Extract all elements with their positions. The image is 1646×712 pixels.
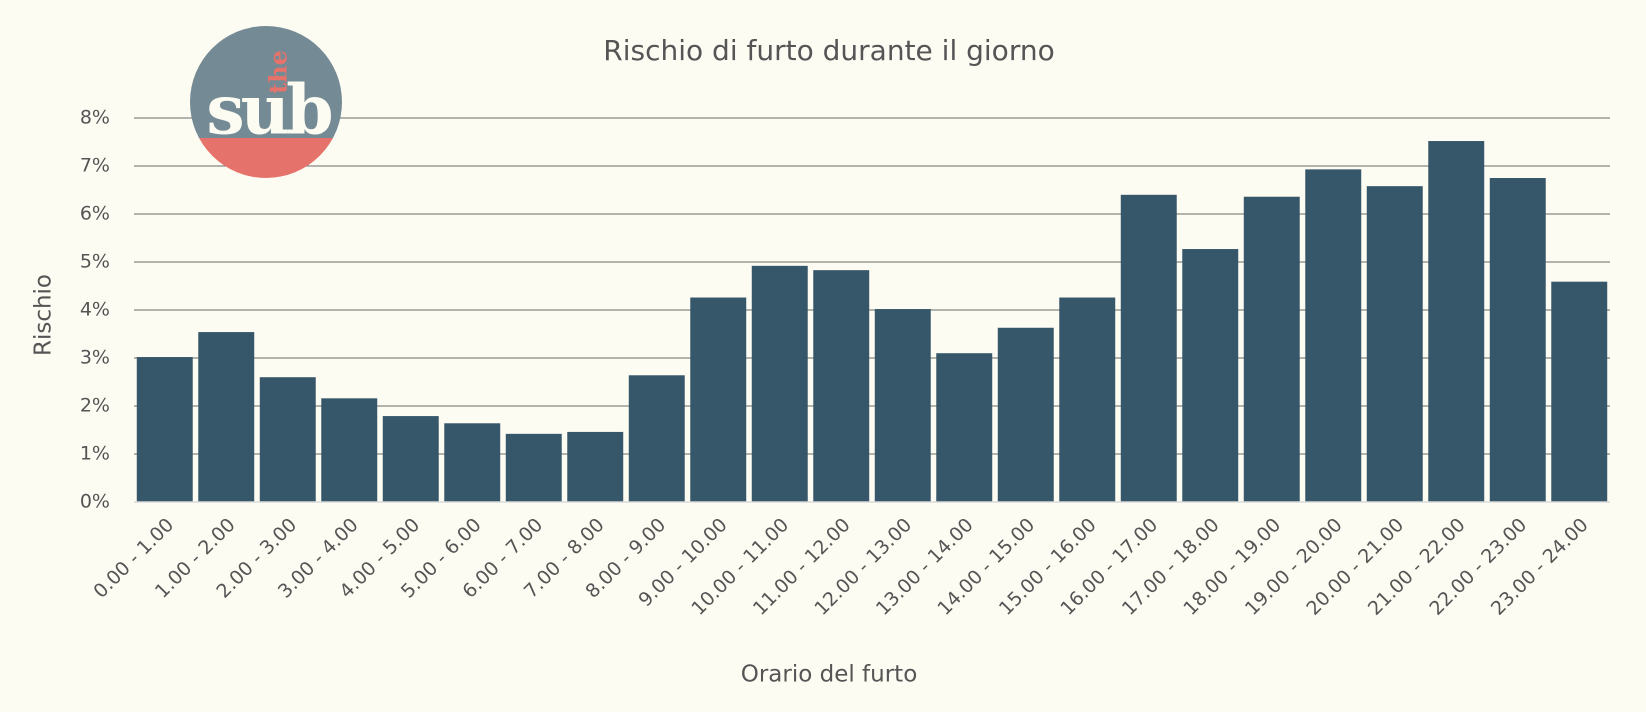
chart-title: Rischio di furto durante il giorno xyxy=(603,34,1054,67)
bar xyxy=(259,377,316,502)
bar xyxy=(628,375,685,502)
y-tick-label: 2% xyxy=(80,395,110,417)
y-tick-label: 0% xyxy=(80,491,110,513)
y-tick-label: 7% xyxy=(80,155,110,177)
x-axis-label: Orario del furto xyxy=(741,662,918,688)
bar xyxy=(1366,186,1423,502)
bar xyxy=(997,327,1054,502)
y-tick-label: 8% xyxy=(80,107,110,129)
bar xyxy=(874,309,931,502)
bar xyxy=(1489,178,1546,502)
bar xyxy=(751,265,808,502)
bar xyxy=(1059,297,1116,502)
bar xyxy=(136,357,193,502)
bar xyxy=(813,270,870,502)
bar xyxy=(1182,249,1239,502)
logo-text-top: the xyxy=(264,50,293,94)
bar xyxy=(1305,169,1362,503)
bar xyxy=(198,332,255,502)
y-axis-label: Rischio xyxy=(31,274,57,356)
bar xyxy=(321,398,378,502)
y-tick-label: 5% xyxy=(80,251,110,273)
y-tick-label: 3% xyxy=(80,347,110,369)
bar xyxy=(1551,281,1608,502)
bar xyxy=(1428,141,1485,503)
y-tick-label: 4% xyxy=(80,299,110,321)
bar xyxy=(567,431,624,502)
y-tick-label: 1% xyxy=(80,443,110,465)
bar xyxy=(1120,194,1177,503)
bar xyxy=(382,416,439,502)
bar xyxy=(505,433,562,502)
logo-text-bottom: sub xyxy=(206,71,331,151)
bar xyxy=(690,297,747,502)
bar xyxy=(936,353,993,502)
y-tick-label: 6% xyxy=(80,203,110,225)
bar xyxy=(444,423,501,502)
bar xyxy=(1243,196,1300,502)
